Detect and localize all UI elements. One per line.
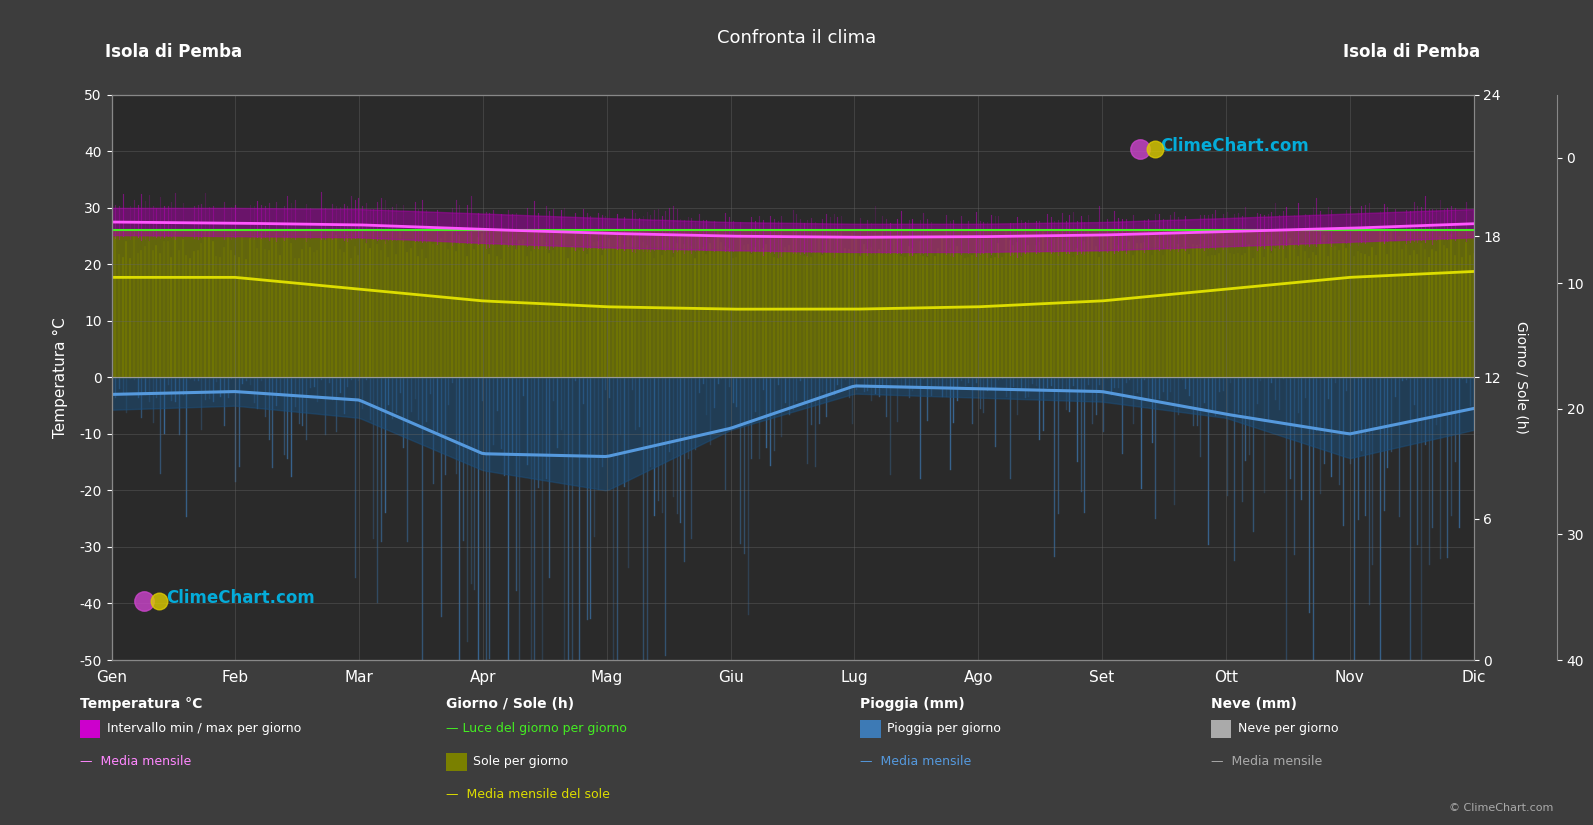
Text: Sole per giorno: Sole per giorno — [473, 755, 569, 768]
Text: Neve (mm): Neve (mm) — [1211, 697, 1297, 711]
Text: Temperatura °C: Temperatura °C — [80, 697, 202, 711]
Y-axis label: Giorno / Sole (h): Giorno / Sole (h) — [1515, 321, 1529, 434]
Text: Confronta il clima: Confronta il clima — [717, 29, 876, 47]
Text: —  Media mensile: — Media mensile — [1211, 755, 1322, 768]
Text: © ClimeChart.com: © ClimeChart.com — [1448, 803, 1553, 813]
Y-axis label: Temperatura °C: Temperatura °C — [53, 317, 68, 438]
Text: —  Media mensile del sole: — Media mensile del sole — [446, 788, 610, 801]
Text: — Luce del giorno per giorno: — Luce del giorno per giorno — [446, 722, 628, 735]
Text: Pioggia (mm): Pioggia (mm) — [860, 697, 965, 711]
Text: Neve per giorno: Neve per giorno — [1238, 722, 1338, 735]
Text: Intervallo min / max per giorno: Intervallo min / max per giorno — [107, 722, 301, 735]
Text: ClimeChart.com: ClimeChart.com — [1160, 138, 1309, 155]
Text: Pioggia per giorno: Pioggia per giorno — [887, 722, 1000, 735]
Text: —  Media mensile: — Media mensile — [80, 755, 191, 768]
Text: Isola di Pemba: Isola di Pemba — [1343, 43, 1480, 61]
Text: Isola di Pemba: Isola di Pemba — [105, 43, 242, 61]
Text: —  Media mensile: — Media mensile — [860, 755, 972, 768]
Text: ClimeChart.com: ClimeChart.com — [166, 590, 315, 607]
Text: Giorno / Sole (h): Giorno / Sole (h) — [446, 697, 573, 711]
